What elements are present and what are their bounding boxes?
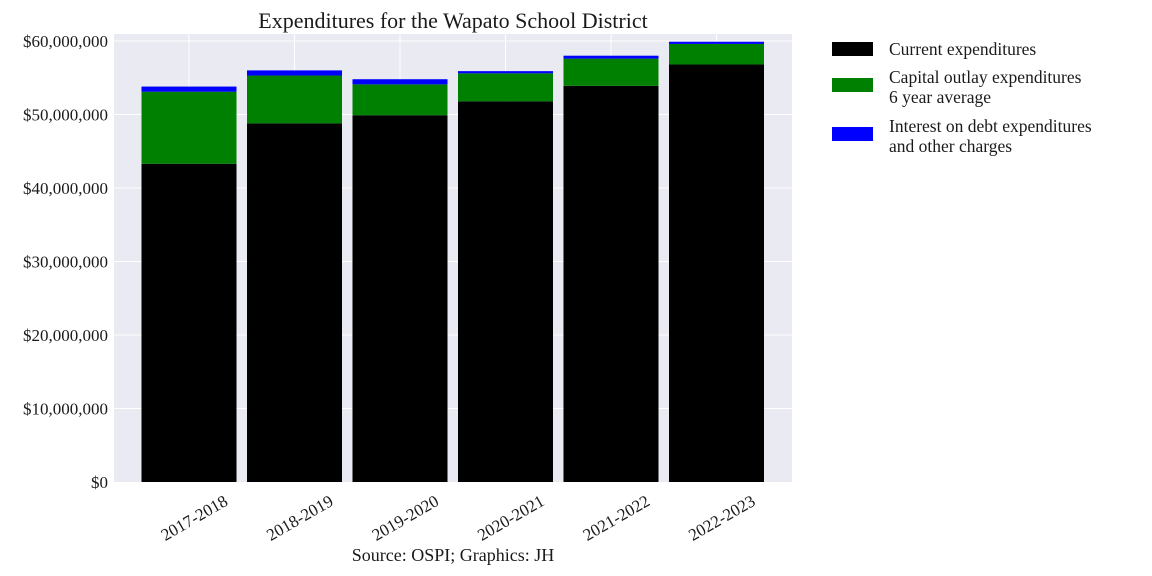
bar-segment-series-3 — [669, 41, 764, 44]
x-tick-label: 2021-2022 — [580, 491, 653, 544]
y-axis-ticks: $0 $10,000,000 $20,000,000 $30,000,000 $40,0… — [23, 32, 108, 492]
bar-segment-series-1 — [141, 163, 237, 482]
bar-segment-series-1 — [458, 101, 553, 483]
y-tick-label: $10,000,000 — [23, 400, 108, 419]
legend: Current expenditures Capital outlay expen… — [832, 39, 1092, 156]
legend-label: Current expenditures — [889, 39, 1036, 59]
legend-swatch — [832, 42, 873, 56]
bar-segment-series-1 — [563, 85, 659, 483]
bar-segment-series-1 — [352, 115, 448, 483]
bar-segment-series-3 — [458, 71, 553, 74]
legend-label: Capital outlay expenditures — [889, 67, 1082, 87]
y-tick-label: $60,000,000 — [23, 32, 108, 51]
bar-segment-series-3 — [141, 86, 237, 92]
x-tick-label: 2022-2023 — [685, 491, 758, 544]
y-tick-label: $30,000,000 — [23, 253, 108, 272]
bar-segment-series-1 — [247, 123, 342, 482]
x-tick-label: 2020-2021 — [474, 491, 547, 544]
legend-label: 6 year average — [889, 87, 991, 107]
chart-title: Expenditures for the Wapato School Distr… — [258, 8, 647, 33]
x-tick-label: 2017-2018 — [158, 491, 231, 544]
bar-segment-series-2 — [669, 43, 764, 65]
chart-caption: Source: OSPI; Graphics: JH — [352, 545, 554, 565]
legend-swatch — [832, 127, 873, 141]
y-tick-label: $20,000,000 — [23, 326, 108, 345]
x-axis-ticks: 2017-2018 2018-2019 2019-2020 2020-2021 2021… — [158, 491, 759, 544]
bar-segment-series-2 — [563, 58, 659, 86]
bar-segment-series-3 — [563, 55, 659, 59]
y-tick-label: $50,000,000 — [23, 106, 108, 125]
y-tick-label: $0 — [91, 473, 108, 492]
legend-label: Interest on debt expenditures — [889, 116, 1092, 136]
x-tick-label: 2018-2019 — [263, 491, 336, 544]
bar-segment-series-3 — [352, 79, 448, 85]
bar-segment-series-2 — [352, 84, 448, 116]
bar-segment-series-1 — [669, 64, 764, 483]
legend-label: and other charges — [889, 136, 1012, 156]
y-tick-label: $40,000,000 — [23, 179, 108, 198]
bar-segment-series-2 — [141, 91, 237, 164]
bars — [141, 41, 764, 483]
x-tick-label: 2019-2020 — [369, 491, 442, 544]
bar-segment-series-2 — [247, 75, 342, 124]
bar-segment-series-2 — [458, 73, 553, 102]
legend-swatch — [832, 78, 873, 92]
bar-segment-series-3 — [247, 70, 342, 76]
